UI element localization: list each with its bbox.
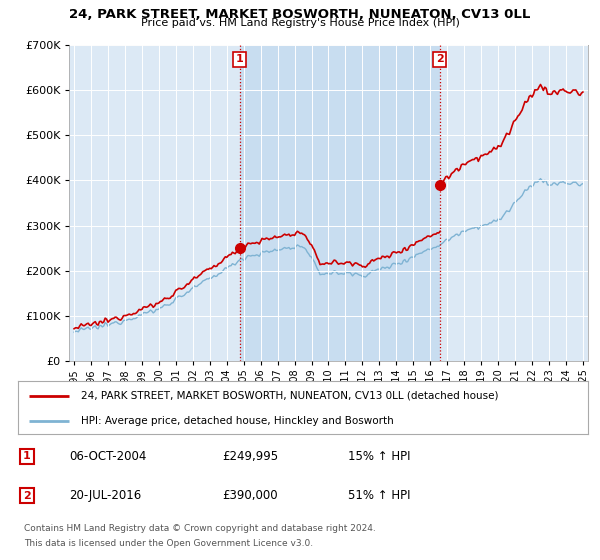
- Text: 51% ↑ HPI: 51% ↑ HPI: [348, 489, 410, 502]
- Text: £249,995: £249,995: [222, 450, 278, 463]
- Text: Contains HM Land Registry data © Crown copyright and database right 2024.: Contains HM Land Registry data © Crown c…: [24, 524, 376, 533]
- Text: 1: 1: [236, 54, 244, 64]
- Text: 2: 2: [436, 54, 443, 64]
- Text: £390,000: £390,000: [222, 489, 278, 502]
- Text: Price paid vs. HM Land Registry's House Price Index (HPI): Price paid vs. HM Land Registry's House …: [140, 18, 460, 29]
- Bar: [239, 45, 440, 361]
- Text: 1: 1: [23, 451, 31, 461]
- Text: HPI: Average price, detached house, Hinckley and Bosworth: HPI: Average price, detached house, Hinc…: [80, 416, 394, 426]
- Text: 20-JUL-2016: 20-JUL-2016: [69, 489, 141, 502]
- Text: 15% ↑ HPI: 15% ↑ HPI: [348, 450, 410, 463]
- Text: 06-OCT-2004: 06-OCT-2004: [69, 450, 146, 463]
- Text: 24, PARK STREET, MARKET BOSWORTH, NUNEATON, CV13 0LL (detached house): 24, PARK STREET, MARKET BOSWORTH, NUNEAT…: [80, 391, 498, 401]
- Text: This data is licensed under the Open Government Licence v3.0.: This data is licensed under the Open Gov…: [24, 539, 313, 548]
- Text: 2: 2: [23, 491, 31, 501]
- Text: 24, PARK STREET, MARKET BOSWORTH, NUNEATON, CV13 0LL: 24, PARK STREET, MARKET BOSWORTH, NUNEAT…: [70, 8, 530, 21]
